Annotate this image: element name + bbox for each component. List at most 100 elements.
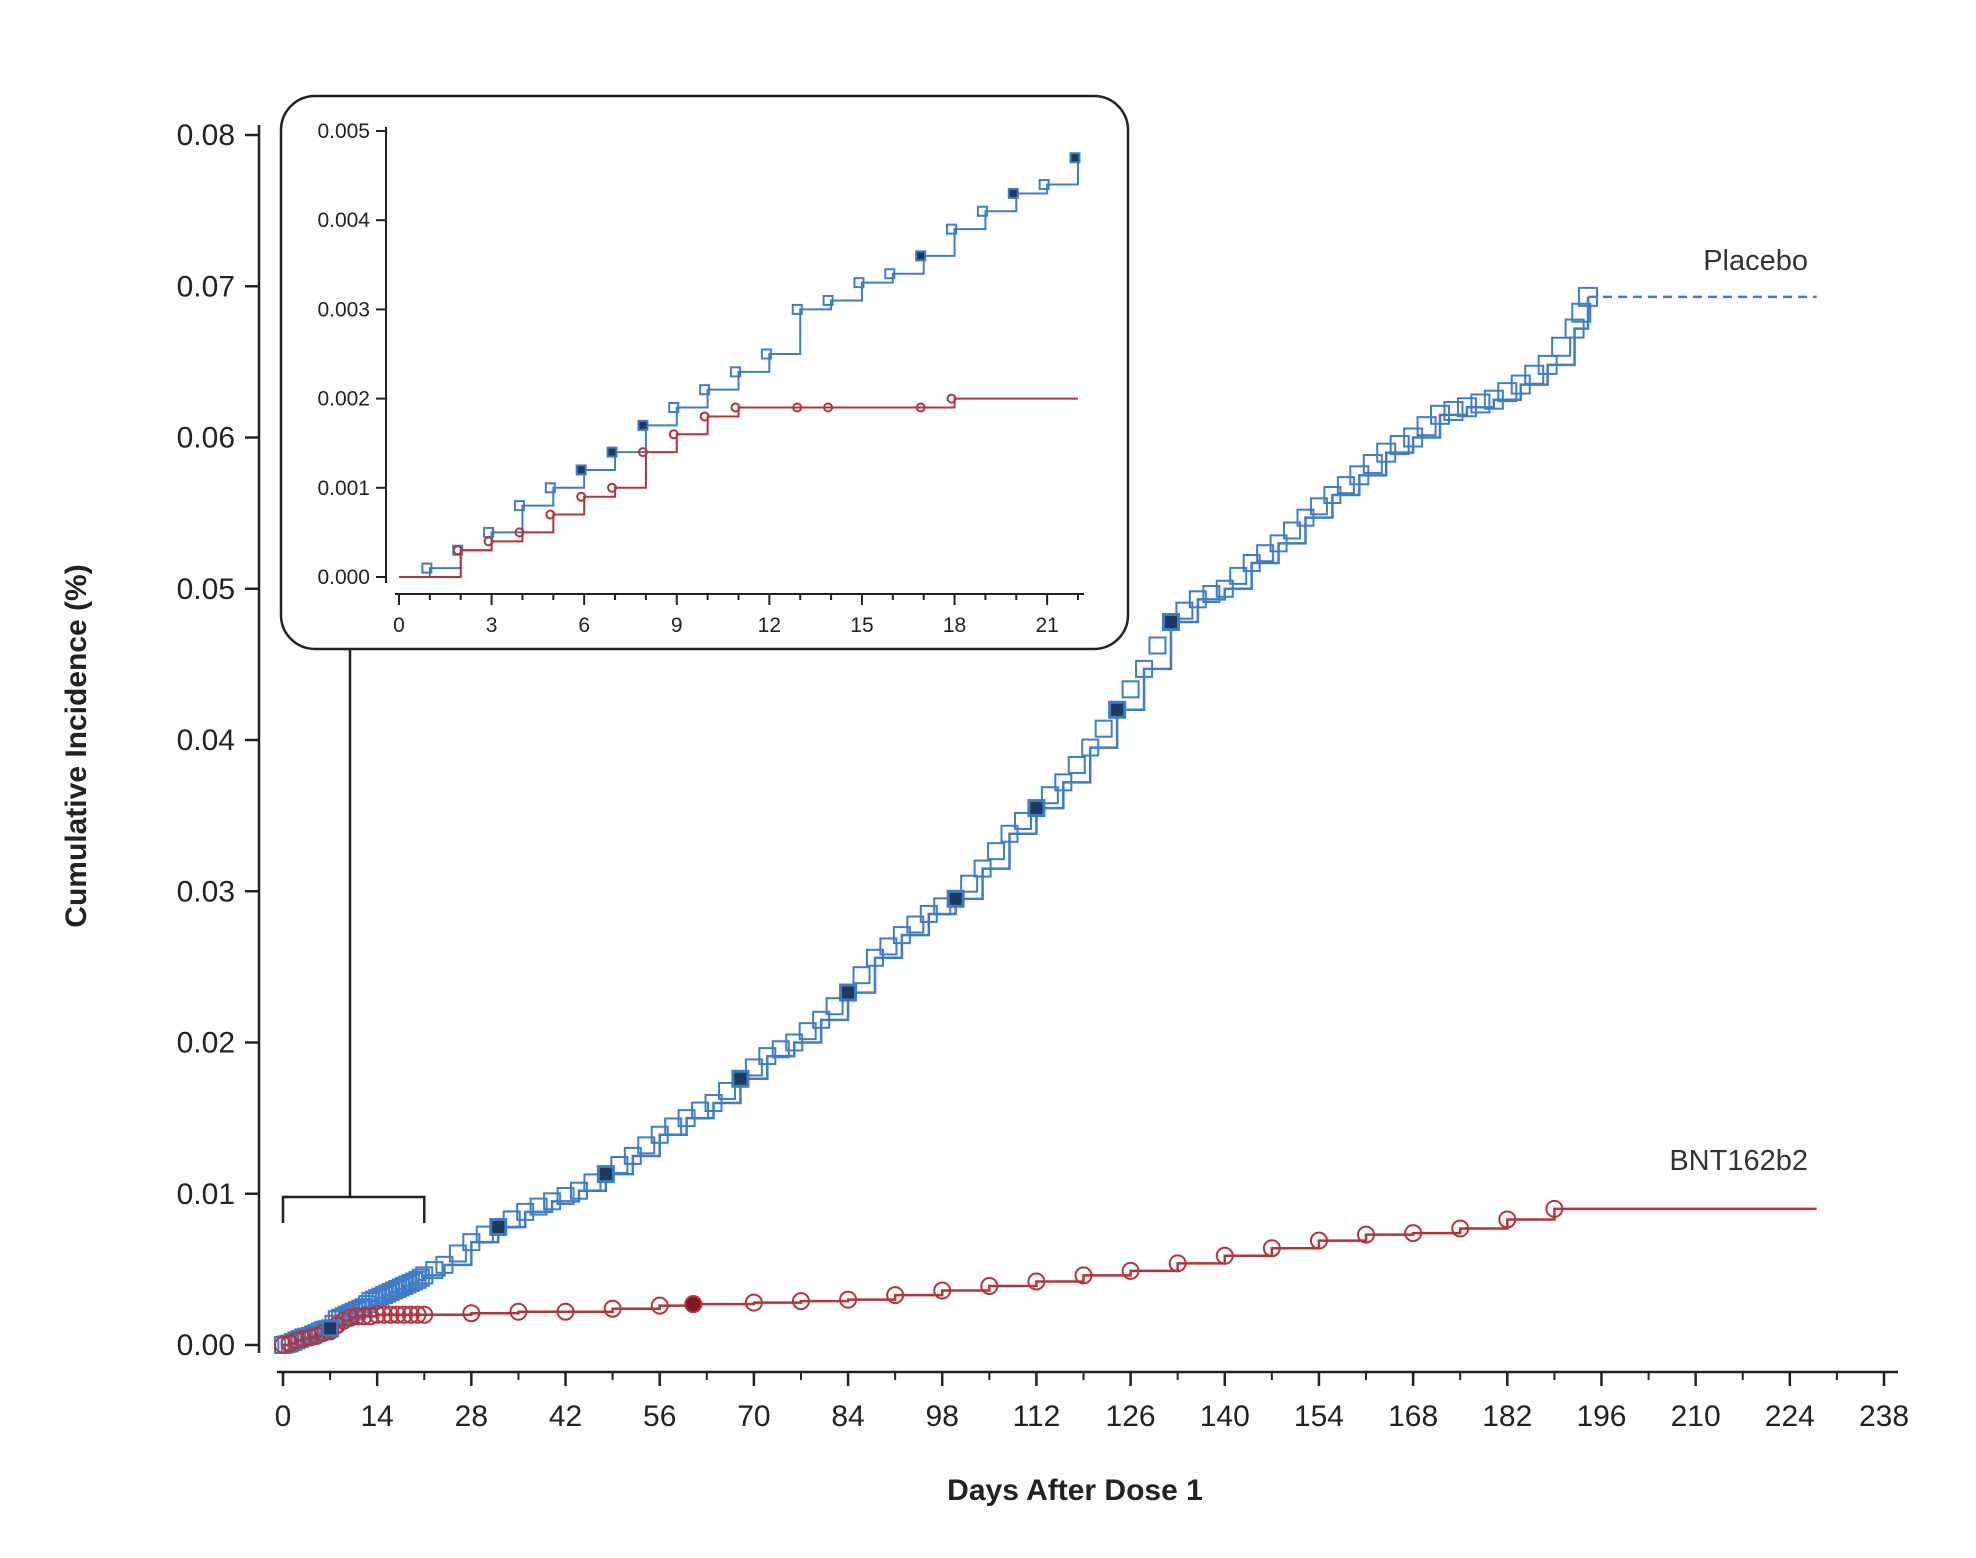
x-tick-label: 112	[1012, 1400, 1060, 1433]
inset-y-tick-label: 0.001	[317, 477, 370, 500]
filled-data-point	[1069, 152, 1081, 164]
filled-data-point	[1007, 187, 1019, 199]
data-point	[980, 1277, 999, 1296]
data-point	[884, 268, 896, 280]
data-point	[1054, 773, 1073, 792]
filled-data-point	[915, 250, 927, 262]
data-point	[405, 1272, 424, 1291]
data-point	[744, 1058, 763, 1077]
data-point	[1551, 336, 1572, 357]
data-point	[812, 1010, 831, 1029]
data-point	[892, 926, 911, 945]
data-point	[408, 1270, 427, 1289]
inset-x-tick-label: 0	[393, 614, 405, 637]
data-point	[760, 348, 772, 360]
data-point	[610, 1156, 629, 1175]
data-point	[825, 997, 844, 1016]
data-point	[771, 1040, 790, 1059]
data-point	[1430, 404, 1451, 425]
data-point	[730, 366, 741, 378]
data-point	[1038, 179, 1050, 191]
x-tick-label: 98	[926, 1400, 959, 1433]
data-point	[425, 1261, 444, 1280]
data-point	[1027, 1272, 1046, 1291]
data-point	[699, 411, 710, 422]
y-tick-label: 0.03	[177, 875, 235, 908]
data-point	[374, 1305, 393, 1324]
inset-series-layer	[399, 152, 1081, 578]
inset-x-tick-label: 9	[671, 614, 683, 637]
data-point	[1323, 485, 1342, 504]
data-point	[556, 1302, 575, 1321]
data-point	[1256, 544, 1275, 563]
data-point	[1074, 1266, 1093, 1285]
data-point	[853, 277, 865, 289]
data-point	[388, 1305, 407, 1324]
data-point	[852, 966, 871, 985]
data-point	[637, 1136, 656, 1155]
data-point	[514, 527, 525, 538]
data-point	[435, 1255, 454, 1274]
y-tick-label: 0.08	[177, 119, 235, 152]
data-point	[1497, 382, 1518, 403]
x-tick-label: 0	[275, 1400, 292, 1433]
data-point	[1571, 302, 1592, 323]
data-point	[839, 1290, 858, 1309]
data-point	[529, 1197, 548, 1216]
x-tick-label: 182	[1482, 1400, 1532, 1433]
data-point	[1416, 416, 1437, 437]
data-point	[1148, 636, 1167, 655]
inset-y-tick-label: 0.004	[317, 209, 370, 232]
y-tick-label: 0.05	[177, 573, 235, 606]
data-point	[946, 223, 958, 235]
data-point	[1498, 1210, 1517, 1229]
data-point	[637, 447, 648, 458]
data-point	[1262, 1239, 1281, 1258]
inset-frame	[279, 94, 1130, 651]
data-point	[798, 1022, 817, 1041]
data-point	[1564, 318, 1585, 339]
highlight-points	[322, 614, 1179, 1337]
data-point	[791, 1292, 810, 1311]
data-point	[976, 205, 988, 217]
x-tick-label: 84	[831, 1400, 864, 1433]
data-point	[341, 1308, 360, 1327]
data-point	[704, 1094, 723, 1112]
filled-data-point	[490, 1219, 507, 1236]
data-point	[1202, 585, 1221, 604]
inset-x-tick-label: 15	[850, 614, 873, 637]
data-point	[960, 874, 979, 893]
inset-y-tick-label: 0.000	[317, 566, 370, 589]
data-point	[1135, 659, 1154, 678]
x-tick-label: 238	[1859, 1400, 1909, 1433]
filled-data-point	[606, 446, 618, 458]
x-tick-label: 196	[1576, 1400, 1626, 1433]
data-point	[543, 1192, 562, 1211]
data-point	[1013, 811, 1032, 830]
data-point	[1296, 508, 1315, 527]
bnt162b2-series-label: BNT162b2	[1669, 1145, 1808, 1177]
data-point	[792, 402, 803, 413]
data-point	[1269, 534, 1288, 553]
inset-bnt162b2-series	[399, 393, 1078, 578]
y-tick-label: 0.04	[177, 724, 235, 757]
data-point	[1404, 1224, 1423, 1243]
main-axes: 0.00 0.01 0.02 0.03 0.04 0.05 0.06 0.07 0.08 0 14 2…	[177, 119, 1909, 1433]
data-point	[361, 1307, 380, 1326]
inset-callout-bracket	[281, 649, 426, 1223]
data-point	[946, 393, 957, 404]
data-point	[381, 1305, 400, 1324]
inset-x-tick-label: 21	[1035, 614, 1058, 637]
data-point	[822, 294, 834, 306]
data-point	[1081, 738, 1100, 757]
data-point	[483, 536, 494, 547]
data-point	[668, 402, 680, 414]
x-tick-label: 56	[643, 1400, 676, 1433]
filled-data-point	[1162, 614, 1179, 631]
x-tick-label: 224	[1765, 1400, 1815, 1433]
data-point	[401, 1305, 420, 1324]
data-point	[650, 1296, 669, 1315]
inset-plot: 0.000 0.001 0.002 0.003 0.004 0.005 0 3 6 9 12 15 18…	[279, 94, 1130, 651]
data-point	[1456, 397, 1477, 418]
